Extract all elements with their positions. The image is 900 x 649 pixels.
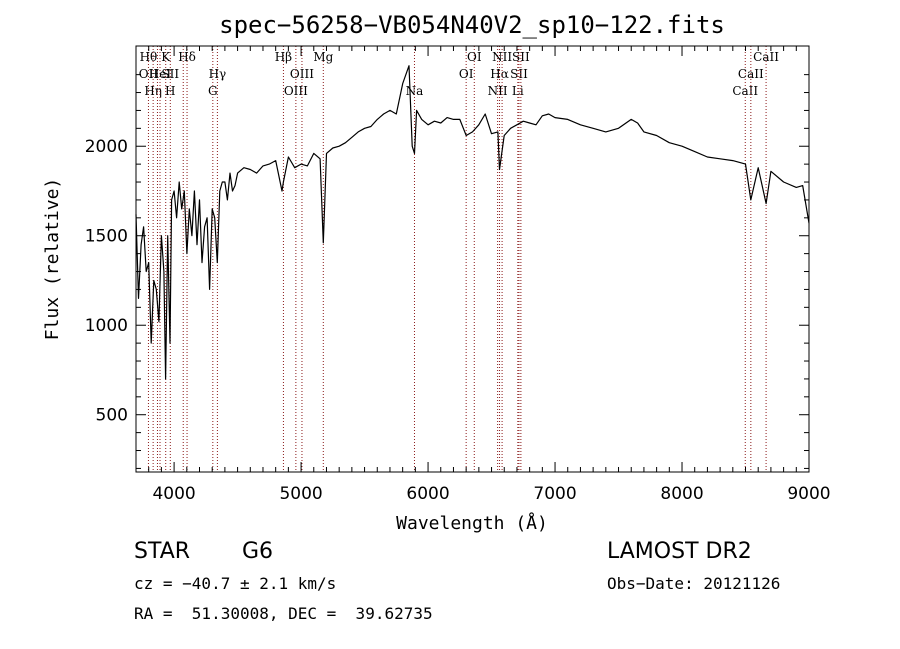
line-label: Mg [313,50,333,64]
line-label: CaII [732,84,758,98]
y-tick-label: 1500 [85,227,128,247]
line-label: SII [510,67,528,81]
x-tick-label: 4000 [152,484,195,504]
plot-frame [135,45,810,473]
line-label: CaII [753,50,779,64]
line-label: CaII [738,67,764,81]
spectrum-line-0 [135,65,810,380]
x-tick-label: 5000 [279,484,322,504]
line-label: Hα [490,67,509,81]
redshift-velocity: cz = −40.7 ± 2.1 km/s [134,574,337,593]
y-tick-label: 500 [96,406,128,426]
coordinates: RA = 51.30008, DEC = 39.62735 [134,604,433,623]
line-label: Na [406,84,424,98]
spectrum-series [135,65,810,380]
line-label: H [165,84,175,98]
line-label: G [208,84,218,98]
line-label: NII [488,84,508,98]
y-tick-label: 1000 [85,316,128,336]
x-tick-label: 7000 [533,484,576,504]
line-label: OIII [284,84,308,98]
spectral-line-markers: HθOIIHηHeIKSIIHHδGHγHβOIIIOIIIMgNaOIOINI… [139,46,779,472]
object-class: STAR [134,539,191,564]
x-tick-label: 8000 [660,484,703,504]
line-label: Hβ [275,50,292,64]
y-tick-label: 2000 [85,137,128,157]
x-axis-label: Wavelength (Å) [396,512,548,534]
observation-date: Obs−Date: 20121126 [607,574,781,593]
object-subclass: G6 [242,539,274,564]
y-axis-label: Flux (relative) [42,178,63,341]
line-label: OIII [290,67,314,81]
line-label: Hη [144,84,162,98]
line-label: Hγ [209,67,227,81]
line-label: SII [161,67,179,81]
line-label: K [161,50,171,64]
survey-name: LAMOST DR2 [607,539,752,564]
line-label: OI [459,67,474,81]
x-tick-label: 9000 [787,484,830,504]
x-tick-label: 6000 [406,484,449,504]
chart-title: spec−56258−VB054N40V2_sp10−122.fits [219,11,725,39]
line-label: SII [512,50,530,64]
line-label: OI [467,50,482,64]
axis-ticks: 4000 5000 6000 7000 8000 9000 500 1000 1500 2000 [85,46,831,504]
line-label: Li [512,84,524,98]
line-label: Hθ [140,50,158,64]
line-label: NII [492,50,512,64]
line-label: Hδ [178,50,196,64]
